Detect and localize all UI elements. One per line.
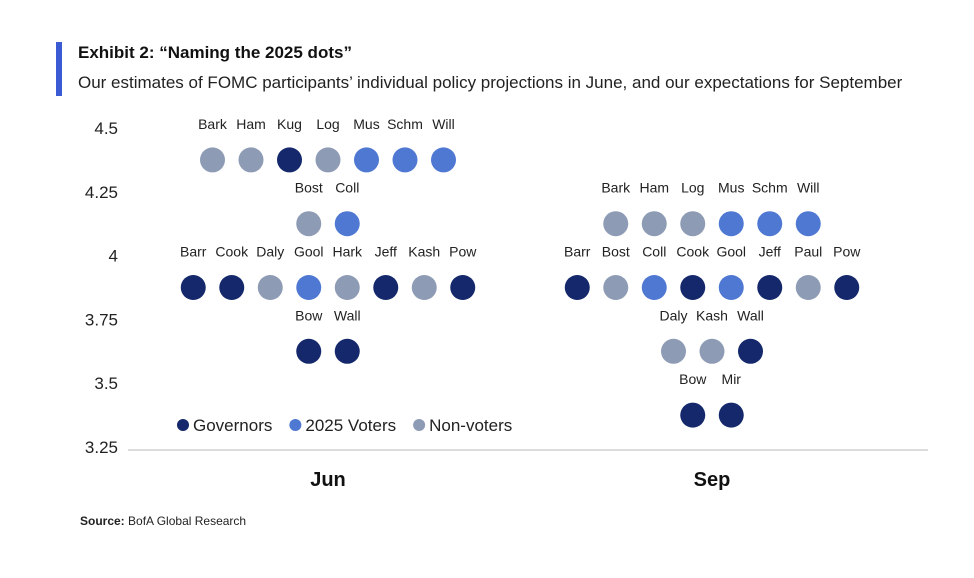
dot-voters_2025 bbox=[757, 211, 783, 237]
dot-label: Paul bbox=[794, 244, 822, 260]
dot-governors bbox=[834, 275, 860, 300]
dot-non_voters bbox=[795, 275, 821, 300]
dot-label: Wall bbox=[334, 307, 361, 323]
dot-governors bbox=[277, 147, 302, 173]
dot-label: Log bbox=[681, 180, 704, 196]
dot-label: Kug bbox=[277, 116, 302, 132]
dot-label: Daly bbox=[659, 307, 687, 323]
dot-label: Schm bbox=[387, 116, 423, 132]
legend-label: 2025 Voters bbox=[305, 416, 396, 435]
dot-label: Bost bbox=[602, 244, 630, 260]
dot-label: Will bbox=[797, 180, 820, 196]
dot-non_voters bbox=[641, 211, 667, 237]
dot-label: Bark bbox=[198, 116, 228, 132]
dot-voters_2025 bbox=[296, 275, 322, 300]
dot-label: Bow bbox=[679, 371, 707, 387]
dot-voters_2025 bbox=[431, 147, 456, 173]
dot-label: Hark bbox=[332, 244, 363, 260]
y-tick-label: 4.25 bbox=[85, 183, 118, 202]
dot-non_voters bbox=[296, 211, 322, 237]
legend-marker-non_voters bbox=[413, 419, 426, 431]
dot-governors bbox=[296, 338, 322, 364]
chart-subtitle: Our estimates of FOMC participants’ indi… bbox=[78, 73, 903, 92]
dot-voters_2025 bbox=[795, 211, 821, 237]
dot-label: Will bbox=[432, 116, 455, 132]
dot-non_voters bbox=[680, 211, 706, 237]
dot-voters_2025 bbox=[392, 147, 418, 173]
dot-non_voters bbox=[257, 275, 283, 300]
dot-governors bbox=[373, 275, 399, 300]
dot-governors bbox=[180, 275, 206, 300]
dot-label: Bost bbox=[295, 180, 323, 196]
dot-label: Cook bbox=[676, 244, 710, 260]
dot-label: Daly bbox=[256, 244, 284, 260]
x-category-label: Jun bbox=[310, 469, 346, 491]
title-accent-bar bbox=[56, 42, 62, 96]
dot-governors bbox=[450, 275, 476, 300]
dot-non_voters bbox=[200, 147, 225, 173]
y-tick-label: 3.75 bbox=[85, 310, 118, 329]
dot-label: Gool bbox=[716, 244, 746, 260]
dot-label: Barr bbox=[564, 244, 591, 260]
dot-plot-chart: 4.5 4.25 4 3.75 3.5 3.25 Jun Sep Bark Ham Kug Log Mu… bbox=[85, 116, 928, 491]
dot-label: Schm bbox=[752, 180, 788, 196]
dot-voters_2025 bbox=[718, 275, 744, 300]
dot-governors bbox=[718, 402, 744, 428]
y-tick-label: 3.5 bbox=[94, 374, 118, 393]
dot-governors bbox=[219, 275, 245, 300]
legend-marker-voters_2025 bbox=[289, 419, 302, 431]
dot-label: Ham bbox=[236, 116, 266, 132]
legend-label: Governors bbox=[193, 416, 272, 435]
dot-label: Kash bbox=[696, 307, 728, 323]
dot-governors bbox=[334, 338, 360, 364]
dot-label: Barr bbox=[180, 244, 207, 260]
dot-non_voters bbox=[334, 275, 360, 300]
dot-voters_2025 bbox=[718, 211, 744, 237]
dot-label: Jeff bbox=[375, 244, 397, 260]
dot-label: Kash bbox=[408, 244, 440, 260]
dot-voters_2025 bbox=[354, 147, 379, 173]
source-text: BofA Global Research bbox=[128, 514, 247, 528]
dot-non_voters bbox=[603, 211, 629, 237]
dot-label: Bow bbox=[295, 307, 323, 323]
dot-non_voters bbox=[661, 338, 686, 364]
dot-label: Jeff bbox=[759, 244, 781, 260]
dot-label: Gool bbox=[294, 244, 324, 260]
dot-governors bbox=[564, 275, 590, 300]
source-note: Source: BofA Global Research bbox=[80, 514, 246, 528]
dot-label: Bark bbox=[601, 180, 631, 196]
dot-non_voters bbox=[603, 275, 629, 300]
dot-governors bbox=[738, 338, 763, 364]
dot-label: Cook bbox=[215, 244, 249, 260]
y-tick-label: 3.25 bbox=[85, 438, 118, 457]
dot-voters_2025 bbox=[641, 275, 667, 300]
dot-label: Mus bbox=[353, 116, 379, 132]
x-category-label: Sep bbox=[694, 469, 731, 491]
dot-label: Mir bbox=[722, 371, 742, 387]
dot-non_voters bbox=[411, 275, 437, 300]
legend-label: Non-voters bbox=[429, 416, 512, 435]
dot-governors bbox=[757, 275, 783, 300]
dot-label: Log bbox=[316, 116, 339, 132]
dot-governors bbox=[680, 402, 706, 428]
legend-marker-governors bbox=[177, 419, 189, 431]
dot-non_voters bbox=[238, 147, 264, 173]
dot-label: Mus bbox=[718, 180, 744, 196]
source-label: Source: bbox=[80, 514, 125, 528]
dot-label: Pow bbox=[833, 244, 861, 260]
dot-label: Coll bbox=[335, 180, 359, 196]
dot-label: Ham bbox=[639, 180, 669, 196]
dot-voters_2025 bbox=[334, 211, 360, 237]
dot-label: Wall bbox=[737, 307, 764, 323]
y-tick-label: 4.5 bbox=[94, 119, 118, 138]
chart-title: Exhibit 2: “Naming the 2025 dots” bbox=[78, 43, 352, 62]
dot-label: Pow bbox=[449, 244, 477, 260]
dot-non_voters bbox=[699, 338, 725, 364]
dot-non_voters bbox=[315, 147, 341, 173]
y-tick-label: 4 bbox=[109, 247, 118, 266]
dot-governors bbox=[680, 275, 706, 300]
dot-label: Coll bbox=[642, 244, 666, 260]
